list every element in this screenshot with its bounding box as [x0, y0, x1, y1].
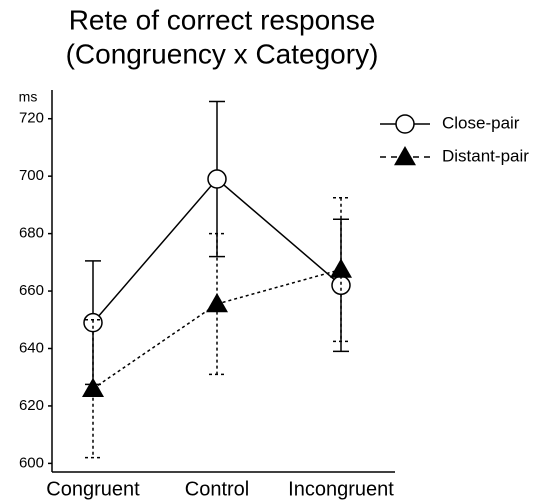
point [331, 275, 351, 296]
chart-title: Rete of correct response [69, 4, 376, 35]
y-tick-label: 620 [19, 397, 44, 414]
y-tick-label: 660 [19, 282, 44, 299]
y-tick-label: 680 [19, 225, 44, 242]
chart-title: (Congruency x Category) [66, 38, 379, 69]
x-tick-label: Incongruent [288, 478, 394, 500]
point [82, 377, 104, 397]
legend-marker [395, 114, 415, 134]
series-line [92, 268, 342, 390]
error-bar [333, 196, 349, 343]
y-tick-label: 600 [19, 454, 44, 471]
point [206, 292, 228, 313]
error-bar [209, 232, 225, 376]
y-tick-label: 700 [19, 167, 44, 184]
legend-marker [394, 146, 416, 166]
x-tick-label: Control [185, 478, 249, 500]
x-tick-label: Congruent [46, 478, 140, 500]
y-tick-label: 720 [19, 110, 44, 127]
y-axis-label: ms [19, 89, 38, 105]
point [207, 169, 227, 189]
point [330, 258, 352, 278]
y-tick-label: 640 [19, 339, 44, 356]
legend-label: Distant-pair [442, 146, 529, 165]
legend-label: Close-pair [442, 113, 520, 132]
